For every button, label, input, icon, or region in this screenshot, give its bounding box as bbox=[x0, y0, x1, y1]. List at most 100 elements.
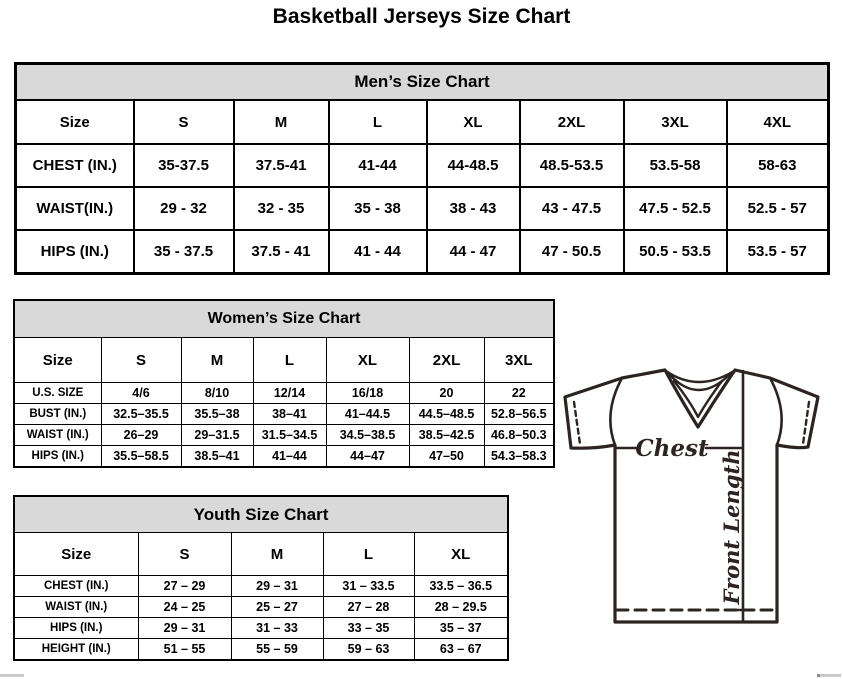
youth_table-value-cell: 33 – 35 bbox=[322, 617, 415, 639]
youth_table-row: HIPS (IN.) 29 – 31 31 – 33 33 – 35 35 – 37 bbox=[13, 617, 509, 639]
men_table-value-cell: 37.5 - 41 bbox=[232, 229, 330, 275]
womens-size-table: Women’s Size Chart Size S M L XL 2XL 3XL U.S. SI… bbox=[13, 299, 556, 468]
women_table-title-band: Women’s Size Chart bbox=[13, 299, 555, 338]
women_table-row: U.S. SIZE 4/6 8/10 12/14 16/18 20 22 bbox=[13, 382, 555, 404]
youth_table-row-label: CHEST (IN.) bbox=[13, 575, 139, 597]
youth_table-size-column-header: XL bbox=[413, 532, 509, 576]
women_table-value-cell: 46.8–50.3 bbox=[483, 424, 555, 446]
women_table-value-cell: 35.5–58.5 bbox=[100, 445, 182, 468]
women_table-value-cell: 44.5–48.5 bbox=[408, 403, 485, 425]
men_table-title-band: Men’s Size Chart bbox=[14, 62, 830, 101]
front-length-label: Front Length bbox=[719, 450, 744, 606]
men_table-size-column-header: XL bbox=[425, 99, 521, 145]
women_table-row-label: BUST (IN.) bbox=[13, 403, 102, 425]
youth_table-row: HEIGHT (IN.) 51 – 55 55 – 59 59 – 63 63 – 67 bbox=[13, 638, 509, 661]
women_table-value-cell: 41–44.5 bbox=[325, 403, 410, 425]
men_table-value-cell: 41 - 44 bbox=[327, 229, 428, 275]
men_table-value-cell: 47 - 50.5 bbox=[518, 229, 625, 275]
youth_table-row-label: WAIST (IN.) bbox=[13, 596, 139, 618]
women_table-size-column-header: XL bbox=[325, 337, 410, 383]
women_table-value-cell: 31.5–34.5 bbox=[252, 424, 327, 446]
men_table-value-cell: 35-37.5 bbox=[132, 143, 235, 188]
youth_table-size-column-header: L bbox=[322, 532, 415, 576]
women_table-size-column-header: S bbox=[100, 337, 182, 383]
women_table-value-cell: 44–47 bbox=[325, 445, 410, 468]
women_table-size-column-header: L bbox=[252, 337, 327, 383]
men_table-value-cell: 37.5-41 bbox=[232, 143, 330, 188]
armhole-seam-left bbox=[609, 376, 624, 447]
men_table-value-cell: 43 - 47.5 bbox=[518, 186, 625, 231]
mens-size-table: Men’s Size Chart Size S M L XL 2XL 3XL 4XL CHEST … bbox=[14, 62, 831, 275]
men_table-value-cell: 38 - 43 bbox=[425, 186, 521, 231]
youth_table-size-column-header: M bbox=[230, 532, 324, 576]
women_table-value-cell: 35.5–38 bbox=[180, 403, 254, 425]
men_table-value-cell: 58-63 bbox=[725, 143, 830, 188]
women_table-value-cell: 26–29 bbox=[100, 424, 182, 446]
men_table-value-cell: 52.5 - 57 bbox=[725, 186, 830, 231]
page-title: Basketball Jerseys Size Chart bbox=[272, 5, 571, 28]
men_table-value-cell: 50.5 - 53.5 bbox=[622, 229, 728, 275]
youth_table-value-cell: 59 – 63 bbox=[322, 638, 415, 661]
cuff-dash-right bbox=[801, 400, 811, 446]
scrollbar-fragment-right-cap[interactable] bbox=[817, 674, 820, 677]
women_table-value-cell: 20 bbox=[408, 382, 485, 404]
women_table-value-cell: 38.5–41 bbox=[180, 445, 254, 468]
youth_table-value-cell: 31 – 33 bbox=[230, 617, 324, 639]
youth_table-value-cell: 27 – 28 bbox=[322, 596, 415, 618]
cuff-dash-left bbox=[572, 400, 582, 446]
youth_table-size-corner-header: Size bbox=[13, 532, 139, 576]
youth_table-value-cell: 29 – 31 bbox=[230, 575, 324, 597]
men_table-value-cell: 35 - 38 bbox=[327, 186, 428, 231]
women_table-value-cell: 22 bbox=[483, 382, 555, 404]
women_table-row: HIPS (IN.) 35.5–58.5 38.5–41 41–44 44–47 47–5… bbox=[13, 445, 555, 468]
women_table-value-cell: 38–41 bbox=[252, 403, 327, 425]
scrollbar-fragment-left[interactable] bbox=[0, 674, 24, 677]
women_table-row: WAIST (IN.) 26–29 29–31.5 31.5–34.5 34.5–38.… bbox=[13, 424, 555, 446]
youth_table-value-cell: 33.5 – 36.5 bbox=[413, 575, 509, 597]
women_table-value-cell: 12/14 bbox=[252, 382, 327, 404]
youth_table-size-column-header: S bbox=[137, 532, 232, 576]
youth_table-value-cell: 31 – 33.5 bbox=[322, 575, 415, 597]
women_table-value-cell: 4/6 bbox=[100, 382, 182, 404]
men_table-row-label: CHEST (IN.) bbox=[14, 143, 135, 188]
men_table-row-label: HIPS (IN.) bbox=[14, 229, 135, 275]
men_table-row: WAIST(IN.) 29 - 32 32 - 35 35 - 38 38 - 43 43… bbox=[14, 186, 830, 231]
collar-back-arc-inner bbox=[668, 373, 731, 392]
women_table-size-column-header: 2XL bbox=[408, 337, 485, 383]
women_table-row-label: HIPS (IN.) bbox=[13, 445, 102, 468]
men_table-size-column-header: 4XL bbox=[725, 99, 830, 145]
youth_table-value-cell: 55 – 59 bbox=[230, 638, 324, 661]
collar-v-band-inner bbox=[672, 379, 724, 419]
men_table-value-cell: 29 - 32 bbox=[132, 186, 235, 231]
men_table-size-column-header: M bbox=[232, 99, 330, 145]
men_table-value-cell: 53.5 - 57 bbox=[725, 229, 830, 275]
men_table-size-corner-header: Size bbox=[14, 99, 135, 145]
collar-back-arc-outer bbox=[664, 369, 736, 384]
youth_table-row-label: HIPS (IN.) bbox=[13, 617, 139, 639]
women_table-value-cell: 16/18 bbox=[325, 382, 410, 404]
youth_table-value-cell: 51 – 55 bbox=[137, 638, 232, 661]
men_table-row: HIPS (IN.) 35 - 37.5 37.5 - 41 41 - 44 44 - … bbox=[14, 229, 830, 275]
youth_table-value-cell: 27 – 29 bbox=[137, 575, 232, 597]
youth_table-row-label: HEIGHT (IN.) bbox=[13, 638, 139, 661]
youth_table-value-cell: 28 – 29.5 bbox=[413, 596, 509, 618]
men_table-row: CHEST (IN.) 35-37.5 37.5-41 41-44 44-48.5 48.… bbox=[14, 143, 830, 188]
women_table-value-cell: 29–31.5 bbox=[180, 424, 254, 446]
men_table-value-cell: 35 - 37.5 bbox=[132, 229, 235, 275]
women_table-value-cell: 38.5–42.5 bbox=[408, 424, 485, 446]
youth_table-value-cell: 29 – 31 bbox=[137, 617, 232, 639]
jersey-outline bbox=[563, 368, 820, 624]
jersey-measurement-diagram: Chest Front Length bbox=[563, 368, 820, 624]
youth_table-value-cell: 35 – 37 bbox=[413, 617, 509, 639]
men_table-value-cell: 41-44 bbox=[327, 143, 428, 188]
scrollbar-fragment-right[interactable] bbox=[820, 674, 841, 677]
youth_table-row: WAIST (IN.) 24 – 25 25 – 27 27 – 28 28 – 29.… bbox=[13, 596, 509, 618]
men_table-value-cell: 53.5-58 bbox=[622, 143, 728, 188]
women_table-value-cell: 54.3–58.3 bbox=[483, 445, 555, 468]
men_table-value-cell: 44-48.5 bbox=[425, 143, 521, 188]
men_table-size-column-header: 2XL bbox=[518, 99, 625, 145]
men_table-value-cell: 48.5-53.5 bbox=[518, 143, 625, 188]
women_table-size-column-header: 3XL bbox=[483, 337, 555, 383]
women_table-value-cell: 34.5–38.5 bbox=[325, 424, 410, 446]
men_table-size-column-header: S bbox=[132, 99, 235, 145]
